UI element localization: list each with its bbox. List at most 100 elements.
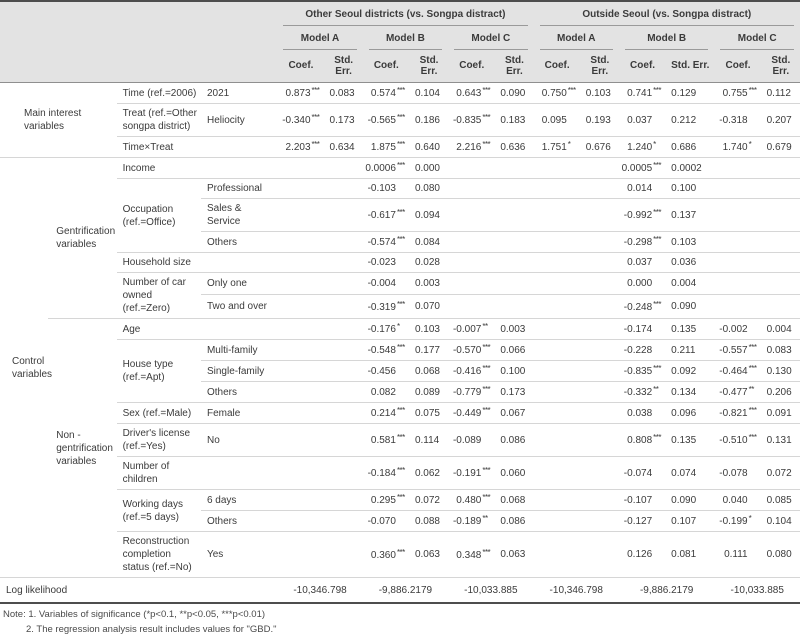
stderr-cell: 0.068 [495, 489, 534, 511]
coef-number: -0.298 [623, 237, 653, 248]
coef-number: -0.574 [367, 237, 396, 248]
coef-cell: 0.480*** [448, 489, 496, 511]
significance-stars: *** [482, 385, 491, 394]
stderr-cell [495, 294, 534, 319]
stderr-cell: 0.103 [580, 82, 619, 104]
coef-number: -0.617 [367, 210, 396, 221]
coef-number: 1.240 [627, 142, 653, 153]
stderr-cell [761, 231, 800, 253]
stderr-cell [580, 339, 619, 361]
significance-stars: *** [748, 433, 757, 442]
coef-cell [533, 157, 581, 179]
stderr-cell [580, 198, 619, 232]
coef-cell: 0.214*** [362, 402, 410, 424]
stderr-cell [580, 381, 619, 403]
stderr-cell [761, 157, 800, 179]
coef-number: -0.176 [367, 324, 396, 335]
level-label: Heliocity [200, 103, 278, 137]
significance-stars: *** [653, 86, 661, 95]
model-header: Model C [448, 26, 534, 50]
coef-number: -0.464 [719, 366, 748, 377]
coef-cell: 0.126 [618, 531, 667, 578]
coef-cell [533, 198, 581, 232]
stderr-cell [324, 339, 363, 361]
coef-cell [714, 178, 762, 199]
coef-number: 0.037 [627, 257, 653, 268]
section-label: Non -gentrification variables [48, 318, 117, 578]
stderr-header: Std. Err. [580, 50, 619, 83]
coef-cell: 0.750*** [533, 82, 581, 104]
coef-number: -0.228 [623, 344, 653, 356]
coef-cell: -0.070 [362, 510, 410, 532]
section-label: Main interest variables [0, 82, 117, 158]
coef-cell [533, 381, 581, 403]
stderr-cell [761, 294, 800, 319]
coef-cell [277, 318, 325, 340]
stderr-cell: 0.063 [409, 531, 449, 578]
stderr-cell [495, 198, 534, 232]
significance-stars: *** [396, 113, 405, 122]
significance-stars: ** [482, 322, 488, 331]
coef-cell: 0.040 [714, 489, 762, 511]
stderr-cell: 0.091 [761, 402, 800, 424]
coef-cell: -0.089 [448, 423, 496, 457]
coef-cell: -0.464*** [714, 360, 762, 382]
significance-stars: *** [396, 140, 405, 149]
coef-cell [277, 231, 325, 253]
stderr-cell [324, 272, 363, 296]
stderr-cell [324, 198, 363, 232]
coef-number: 1.740 [722, 142, 748, 153]
stderr-cell: 0.193 [580, 103, 619, 137]
significance-stars: *** [396, 161, 405, 170]
coef-number: 0.214 [370, 408, 396, 419]
table-row: Others -0.574*** 0.084 -0.298*** 0.103 [0, 231, 800, 253]
coef-cell: 0.873*** [277, 82, 325, 104]
coef-cell: -0.449*** [448, 402, 496, 424]
significance-stars: *** [396, 299, 405, 309]
stderr-header: Std. Err. [409, 50, 449, 83]
table-header: Other Seoul districts (vs. Songpa distra… [0, 1, 800, 83]
coef-number: -0.821 [719, 408, 748, 419]
coef-number: 0.755 [722, 88, 748, 99]
panel-header: Other Seoul districts (vs. Songpa distra… [277, 1, 534, 26]
coef-cell [533, 231, 581, 253]
coef-number: -0.565 [367, 115, 396, 126]
coef-number: -0.318 [719, 114, 748, 126]
stderr-header: Std. Err. [495, 50, 534, 83]
level-label: Professional [200, 178, 278, 199]
stderr-cell [324, 231, 363, 253]
significance-stars: *** [396, 343, 405, 352]
stderr-cell: 0.089 [409, 381, 449, 403]
significance-stars: *** [748, 86, 757, 95]
model-header: Model B [362, 26, 449, 50]
coef-cell [277, 272, 325, 296]
significance-stars: *** [482, 406, 491, 415]
coef-number: -0.127 [623, 515, 653, 527]
stderr-cell: 0.640 [409, 136, 449, 158]
stderr-cell [580, 510, 619, 532]
coef-cell: 0.755*** [714, 82, 762, 104]
coef-cell: 2.203*** [277, 136, 325, 158]
coef-cell: -0.477** [714, 381, 762, 403]
stderr-cell [580, 157, 619, 179]
coef-cell: -0.002 [714, 318, 762, 340]
coef-cell [533, 402, 581, 424]
coef-number: -0.319 [367, 301, 396, 313]
panel-header: Outside Seoul (vs. Songpa distract) [533, 1, 800, 26]
log-likelihood-value: -10,033.885 [714, 577, 800, 604]
stderr-cell [495, 272, 534, 296]
stderr-cell [324, 402, 363, 424]
coef-number: -0.416 [452, 366, 482, 377]
stderr-cell [324, 157, 363, 179]
coef-cell: 0.295*** [362, 489, 410, 511]
stderr-cell: 0.083 [324, 82, 363, 104]
coef-cell: 1.240* [618, 136, 667, 158]
coef-number: -0.074 [623, 467, 653, 479]
stderr-cell: 0.636 [495, 136, 534, 158]
level-label: Female [200, 402, 278, 424]
coef-cell [277, 531, 325, 578]
table-row: Number of children -0.184*** 0.062 -0.191**… [0, 456, 800, 490]
coef-cell: -0.023 [362, 252, 410, 273]
coef-cell: -0.548*** [362, 339, 410, 361]
coef-cell: -0.078 [714, 456, 762, 490]
